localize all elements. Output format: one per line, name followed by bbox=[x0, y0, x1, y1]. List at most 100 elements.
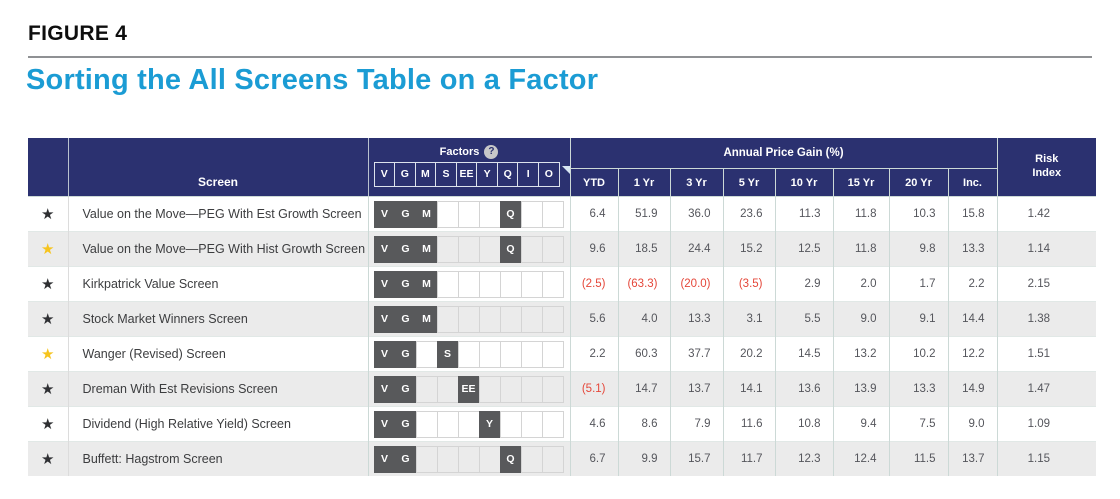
gain-value-15yr: 11.8 bbox=[832, 196, 889, 232]
factor-header-strip: V G M S EE Y Q I O bbox=[369, 162, 570, 191]
gain-value-10yr: 5.5 bbox=[774, 301, 833, 337]
gain-value-inc: 15.8 bbox=[947, 196, 998, 232]
star-icon[interactable]: ★ bbox=[41, 276, 55, 293]
factor-box-m bbox=[415, 410, 438, 438]
gain-value-20yr: 10.2 bbox=[888, 336, 948, 372]
screen-column-header[interactable]: Screen bbox=[68, 138, 368, 197]
star-icon[interactable]: ★ bbox=[41, 416, 55, 433]
factor-box-o bbox=[541, 445, 564, 473]
star-icon[interactable]: ★ bbox=[41, 451, 55, 468]
gain-value-15yr: 9.0 bbox=[832, 301, 889, 337]
factor-box-y bbox=[478, 340, 501, 368]
screen-name[interactable]: Buffett: Hagstrom Screen bbox=[68, 441, 368, 476]
factor-box-s bbox=[436, 200, 459, 228]
gain-value-1yr: 18.5 bbox=[617, 231, 670, 267]
favorite-star-cell: ★ bbox=[28, 336, 69, 372]
gain-value-10yr: 12.3 bbox=[774, 441, 833, 476]
screen-name[interactable]: Value on the Move—PEG With Est Growth Sc… bbox=[68, 196, 368, 232]
gain-column-header-1yr[interactable]: 1 Yr bbox=[617, 168, 670, 197]
gain-value-5yr: 3.1 bbox=[722, 301, 775, 337]
gain-column-header-5yr[interactable]: 5 Yr bbox=[722, 168, 775, 197]
factor-column-header-q[interactable]: Q bbox=[496, 162, 519, 187]
table-row: ★ Stock Market Winners Screen V G M 5.6 4.0 13.… bbox=[28, 301, 1097, 337]
screen-name[interactable]: Value on the Move—PEG With Hist Growth S… bbox=[68, 231, 368, 267]
factor-column-header-ee[interactable]: EE bbox=[455, 162, 478, 187]
factor-indicator-strip: V G EE bbox=[369, 375, 570, 403]
gain-value-1yr: 14.7 bbox=[617, 371, 670, 407]
factor-box-s bbox=[436, 270, 459, 298]
factor-box-g: G bbox=[394, 305, 417, 333]
star-icon[interactable]: ★ bbox=[41, 311, 55, 328]
gain-value-5yr: 20.2 bbox=[722, 336, 775, 372]
factor-box-o bbox=[541, 375, 564, 403]
gain-value-ytd: 6.7 bbox=[569, 441, 618, 476]
factor-box-i bbox=[520, 305, 543, 333]
star-icon[interactable]: ★ bbox=[41, 346, 55, 363]
title-divider bbox=[28, 56, 1092, 58]
factors-help-icon[interactable]: ? bbox=[484, 145, 499, 159]
gain-value-1yr: 51.9 bbox=[617, 196, 670, 232]
factor-column-header-o[interactable]: O bbox=[538, 162, 560, 187]
factor-column-header-s[interactable]: S bbox=[435, 162, 457, 187]
screen-name[interactable]: Wanger (Revised) Screen bbox=[68, 336, 368, 372]
factor-box-q bbox=[499, 305, 522, 333]
gain-value-ytd: 9.6 bbox=[569, 231, 618, 267]
factor-box-i bbox=[520, 410, 543, 438]
gain-value-5yr: 15.2 bbox=[722, 231, 775, 267]
factor-box-g: G bbox=[394, 340, 417, 368]
factor-box-m: M bbox=[415, 235, 438, 263]
gain-value-1yr: 60.3 bbox=[617, 336, 670, 372]
gain-value-20yr: 9.8 bbox=[888, 231, 948, 267]
gain-column-header-ytd[interactable]: YTD bbox=[569, 168, 618, 197]
gain-column-header-10yr[interactable]: 10 Yr bbox=[774, 168, 833, 197]
factor-box-q bbox=[499, 375, 522, 403]
star-icon[interactable]: ★ bbox=[41, 241, 55, 258]
gain-column-header-20yr[interactable]: 20 Yr bbox=[888, 168, 948, 197]
screen-name[interactable]: Dreman With Est Revisions Screen bbox=[68, 371, 368, 407]
risk-index-value: 1.09 bbox=[996, 406, 1097, 442]
gain-column-header-15yr[interactable]: 15 Yr bbox=[832, 168, 889, 197]
risk-index-column-header[interactable]: Risk Index bbox=[996, 138, 1097, 197]
risk-index-value: 2.15 bbox=[996, 266, 1097, 302]
factor-column-header-m[interactable]: M bbox=[414, 162, 437, 187]
factor-box-i bbox=[520, 340, 543, 368]
factor-box-y bbox=[478, 235, 501, 263]
factor-column-header-v[interactable]: V bbox=[373, 162, 396, 187]
factors-label: Factors bbox=[439, 146, 480, 158]
gain-value-ytd: 4.6 bbox=[569, 406, 618, 442]
risk-index-value: 1.47 bbox=[996, 371, 1097, 407]
gain-column-header-3yr[interactable]: 3 Yr bbox=[669, 168, 723, 197]
screen-name[interactable]: Dividend (High Relative Yield) Screen bbox=[68, 406, 368, 442]
gain-value-20yr: 11.5 bbox=[888, 441, 948, 476]
factor-box-m bbox=[415, 375, 438, 403]
star-icon[interactable]: ★ bbox=[41, 206, 55, 223]
favorite-star-cell: ★ bbox=[28, 301, 69, 337]
table-row: ★ Dreman With Est Revisions Screen V G EE (5.… bbox=[28, 371, 1097, 407]
screen-name[interactable]: Kirkpatrick Value Screen bbox=[68, 266, 368, 302]
gain-value-ytd: 5.6 bbox=[569, 301, 618, 337]
gain-value-1yr: 8.6 bbox=[617, 406, 670, 442]
gain-value-15yr: 9.4 bbox=[832, 406, 889, 442]
gain-value-10yr: 11.3 bbox=[774, 196, 833, 232]
factor-box-o bbox=[541, 340, 564, 368]
factor-column-header-g[interactable]: G bbox=[394, 162, 416, 187]
screen-name[interactable]: Stock Market Winners Screen bbox=[68, 301, 368, 337]
gain-value-3yr: 15.7 bbox=[669, 441, 723, 476]
star-icon[interactable]: ★ bbox=[41, 381, 55, 398]
factor-box-q bbox=[499, 270, 522, 298]
gain-column-header-inc[interactable]: Inc. bbox=[947, 168, 998, 197]
factor-column-header-i[interactable]: I bbox=[517, 162, 539, 187]
factor-box-ee: EE bbox=[457, 375, 480, 403]
factor-box-o bbox=[541, 235, 564, 263]
factor-box-m: M bbox=[415, 270, 438, 298]
factor-box-i bbox=[520, 445, 543, 473]
factor-box-m: M bbox=[415, 200, 438, 228]
factor-column-header-y[interactable]: Y bbox=[476, 162, 498, 187]
